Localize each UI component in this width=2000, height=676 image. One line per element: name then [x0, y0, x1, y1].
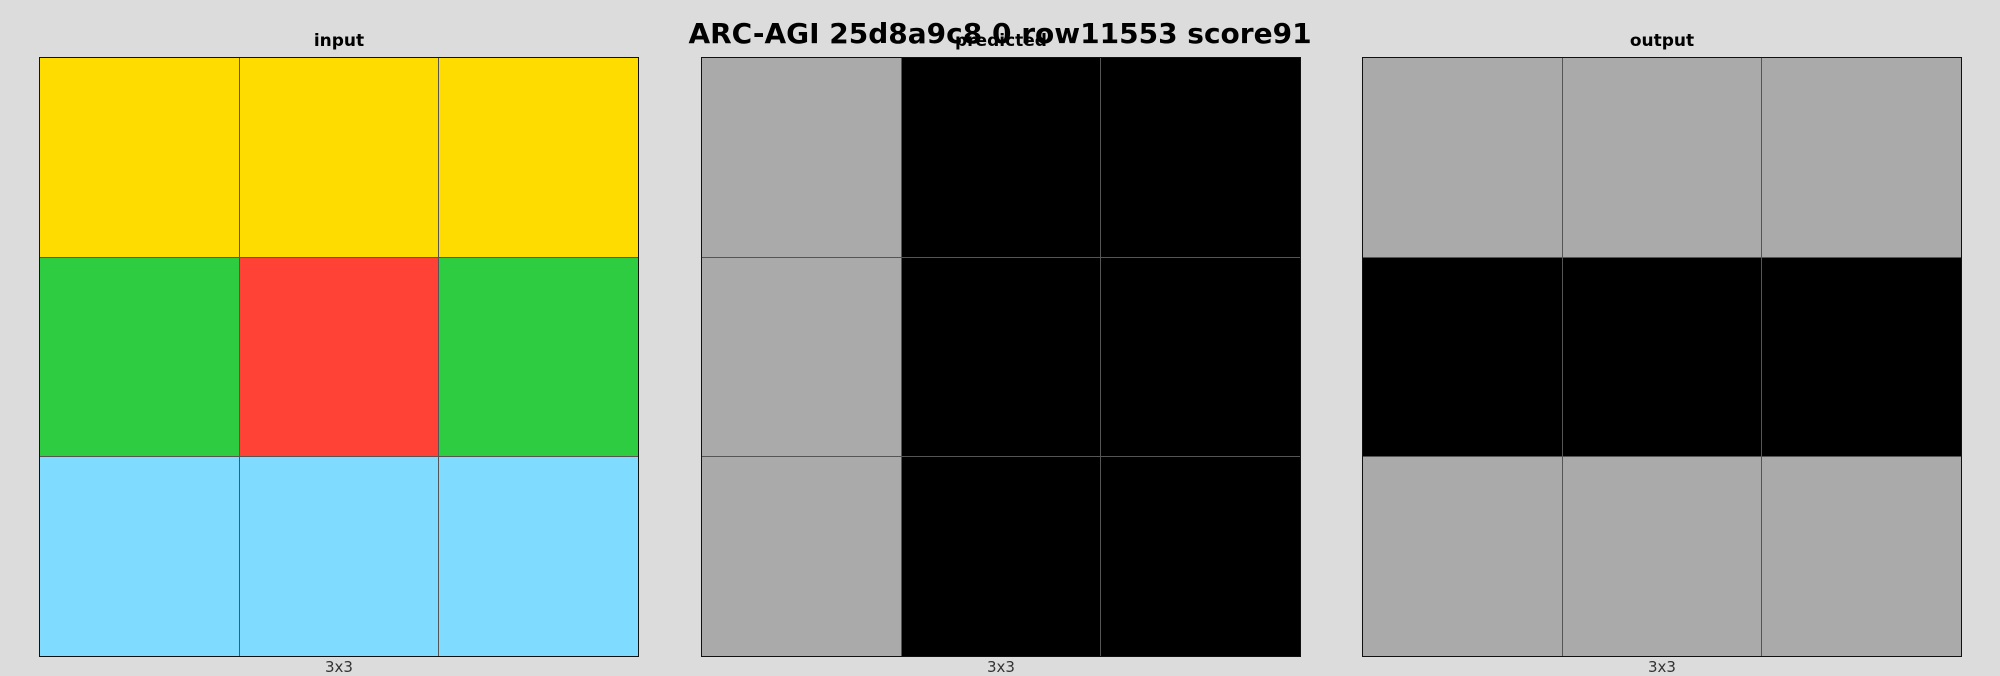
input-grid-dimensions: 3x3 — [325, 658, 353, 676]
predicted-cell-r1-c2 — [1101, 257, 1300, 457]
input-grid — [39, 57, 639, 657]
input-cell-r0-c2 — [439, 58, 638, 257]
predicted-grid — [701, 57, 1301, 657]
predicted-cell-r0-c2 — [1101, 58, 1300, 257]
output-cell-r1-c0 — [1363, 257, 1562, 457]
output-panel: output 3x3 — [1362, 0, 1962, 675]
input-cell-r2-c1 — [239, 457, 439, 656]
input-panel: input 3x3 — [39, 0, 639, 675]
output-cell-r0-c0 — [1363, 58, 1562, 257]
input-cell-r1-c2 — [439, 257, 638, 457]
predicted-cell-r2-c0 — [702, 457, 901, 656]
output-cell-r1-c2 — [1762, 257, 1961, 457]
predicted-cell-r2-c2 — [1101, 457, 1300, 656]
output-cell-r0-c2 — [1762, 58, 1961, 257]
output-cell-r2-c1 — [1562, 457, 1762, 656]
predicted-cell-r0-c1 — [901, 58, 1101, 257]
output-cell-r0-c1 — [1562, 58, 1762, 257]
figure-title: ARC-AGI 25d8a9c8 0 row11553 score91 — [688, 17, 1312, 50]
output-grid — [1362, 57, 1962, 657]
input-cell-r0-c0 — [40, 58, 239, 257]
output-grid-dimensions: 3x3 — [1648, 658, 1676, 676]
predicted-panel-title: predicted — [955, 31, 1047, 51]
input-cell-r2-c2 — [439, 457, 638, 656]
input-cell-r0-c1 — [239, 58, 439, 257]
output-cell-r2-c2 — [1762, 457, 1961, 656]
input-cell-r2-c0 — [40, 457, 239, 656]
predicted-cell-r2-c1 — [901, 457, 1101, 656]
output-panel-title: output — [1629, 31, 1695, 51]
input-cell-r1-c1 — [239, 257, 439, 457]
output-cell-r1-c1 — [1562, 257, 1762, 457]
input-cell-r1-c0 — [40, 257, 239, 457]
input-panel-title: input — [313, 31, 365, 51]
predicted-cell-r0-c0 — [702, 58, 901, 257]
predicted-cell-r1-c1 — [901, 257, 1101, 457]
output-cell-r2-c0 — [1363, 457, 1562, 656]
predicted-grid-dimensions: 3x3 — [987, 658, 1015, 676]
predicted-cell-r1-c0 — [702, 257, 901, 457]
predicted-panel: predicted 3x3 — [701, 0, 1301, 675]
